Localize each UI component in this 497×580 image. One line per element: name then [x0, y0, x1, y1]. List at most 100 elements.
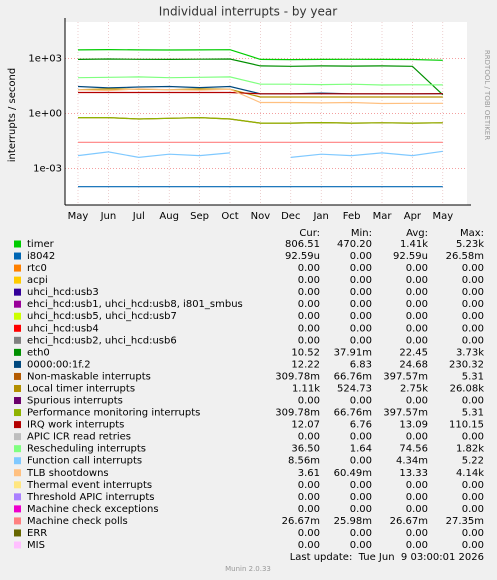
legend-stat: 0.00 — [462, 480, 484, 491]
legend-header: Min: — [351, 228, 372, 239]
legend-stat: 0.00 — [350, 299, 372, 310]
series-line — [77, 88, 443, 105]
legend-stat: 0.00 — [350, 528, 372, 539]
legend-stat: 0.00 — [298, 275, 320, 286]
legend-stat: 0.00 — [406, 299, 428, 310]
legend-stat: 0.00 — [462, 263, 484, 274]
legend-stat: 66.76m — [334, 408, 372, 419]
legend-stat: 0.00 — [298, 480, 320, 491]
legend-stat: 397.57m — [383, 371, 428, 382]
legend-label: Local timer interrupts — [27, 383, 135, 394]
legend-swatch — [14, 445, 21, 453]
legend-stat: 0.00 — [350, 456, 372, 467]
x-tick-label: Apr — [404, 211, 422, 222]
legend-label: acpi — [27, 275, 48, 286]
legend-swatch — [14, 493, 21, 501]
legend-stat: 806.51 — [285, 239, 320, 250]
legend-stat: 92.59u — [393, 251, 428, 262]
legend-stat: 0.00 — [406, 504, 428, 515]
legend-stat: 0.00 — [406, 287, 428, 298]
legend-stat: 6.76 — [350, 420, 372, 431]
legend-swatch — [14, 300, 21, 308]
legend-stat: 397.57m — [383, 408, 428, 419]
legend-stat: 0.00 — [462, 540, 484, 551]
legend-stat: 0.00 — [350, 251, 372, 262]
legend-label: Thermal event interrupts — [26, 480, 152, 491]
legend-stat: 309.78m — [275, 408, 320, 419]
x-tick-label: Jun — [100, 211, 117, 222]
footer: Munin 2.0.33 — [225, 565, 271, 573]
legend-swatch — [14, 252, 21, 260]
legend-stat: 0.00 — [462, 323, 484, 334]
legend-stat: 5.23k — [456, 239, 484, 250]
legend-stat: 0.00 — [350, 540, 372, 551]
legend-label: uhci_hcd:usb4 — [27, 323, 99, 334]
legend-stat: 37.91m — [334, 347, 372, 358]
x-tick-label: Feb — [343, 211, 361, 222]
legend-label: timer — [27, 239, 55, 250]
legend-stat: 0.00 — [298, 540, 320, 551]
x-tick-label: Nov — [251, 211, 271, 222]
legend-stat: 6.83 — [350, 359, 372, 370]
legend-swatch — [14, 409, 21, 417]
legend-label: Function call interrupts — [27, 456, 142, 467]
legend-stat: 0.00 — [350, 275, 372, 286]
legend-label: Performance monitoring interrupts — [27, 408, 200, 419]
legend-stat: 0.00 — [462, 492, 484, 503]
legend-stat: 0.00 — [350, 287, 372, 298]
legend-swatch — [14, 481, 21, 489]
legend-stat: 0.00 — [462, 504, 484, 515]
legend-label: uhci_hcd:usb5, uhci_hcd:usb7 — [27, 311, 177, 322]
legend-stat: 5.22 — [462, 456, 484, 467]
legend-stat: 0.00 — [298, 528, 320, 539]
legend-stat: 0.00 — [298, 492, 320, 503]
x-tick-label: Jan — [312, 211, 328, 222]
legend-stat: 12.07 — [291, 420, 320, 431]
legend-stat: 0.00 — [406, 323, 428, 334]
legend-stat: 10.52 — [291, 347, 320, 358]
legend-label: eth0 — [27, 347, 50, 358]
legend-stat: 0.00 — [350, 335, 372, 346]
legend-stat: 0.00 — [298, 335, 320, 346]
legend-label: ehci_hcd:usb1, uhci_hcd:usb8, i801_smbus — [27, 299, 243, 310]
series-line — [78, 91, 443, 95]
legend-label: Threshold APIC interrupts — [26, 492, 155, 503]
legend-stat: 66.76m — [334, 371, 372, 382]
legend-stat: 74.56 — [399, 444, 428, 455]
legend-label: MIS — [27, 540, 45, 551]
legend-swatch — [14, 421, 21, 429]
watermark: RRDTOOL / TOBI OETIKER — [483, 50, 491, 140]
legend-swatch — [14, 397, 21, 405]
legend-stat: 0.00 — [350, 504, 372, 515]
legend-stat: 0.00 — [350, 432, 372, 443]
legend-swatch — [14, 372, 21, 380]
legend-stat: 0.00 — [298, 287, 320, 298]
legend-swatch — [14, 360, 21, 368]
legend-stat: 26.58m — [446, 251, 484, 262]
legend-swatch — [14, 336, 21, 344]
legend-stat: 470.20 — [337, 239, 372, 250]
legend-stat: 1.41k — [400, 239, 428, 250]
legend-stat: 26.67m — [282, 516, 320, 527]
legend-header: Cur: — [299, 228, 320, 239]
legend-stat: 0.00 — [350, 480, 372, 491]
legend-stat: 0.00 — [406, 263, 428, 274]
legend-swatch — [14, 505, 21, 513]
legend-stat: 0.00 — [462, 396, 484, 407]
legend-stat: 5.31 — [462, 371, 484, 382]
legend-stat: 0.00 — [462, 335, 484, 346]
legend-stat: 0.00 — [350, 263, 372, 274]
y-tick-label: 1e+03 — [28, 54, 62, 65]
legend-swatch — [14, 240, 21, 248]
y-tick-label: 1e-03 — [33, 163, 62, 174]
legend-label: Machine check polls — [27, 516, 128, 527]
legend-stat: 5.31 — [462, 408, 484, 419]
legend-stat: 0.00 — [298, 311, 320, 322]
legend-stat: 26.08k — [450, 383, 485, 394]
legend-stat: 0.00 — [462, 275, 484, 286]
x-tick-label: Mar — [373, 211, 393, 222]
legend-swatch — [14, 433, 21, 441]
series-line — [77, 150, 443, 159]
legend-label: IRQ work interrupts — [27, 420, 124, 431]
legend-header: Max: — [460, 228, 484, 239]
